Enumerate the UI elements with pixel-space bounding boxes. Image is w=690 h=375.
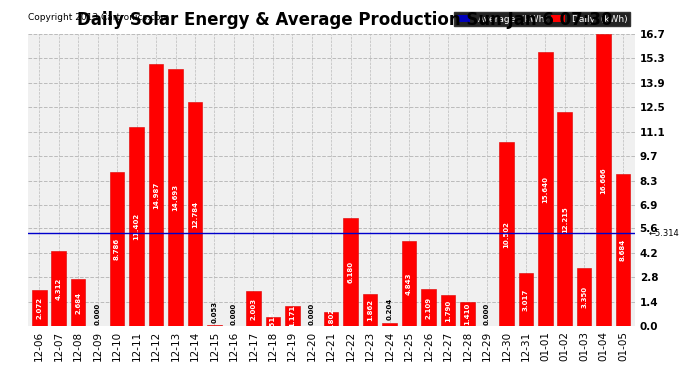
Bar [518,273,533,326]
Text: Daily Solar Energy & Average Production Sun Jan 6 07:30: Daily Solar Energy & Average Production … [77,11,613,29]
Text: 2.072: 2.072 [37,297,42,319]
Text: 12.784: 12.784 [192,201,198,228]
Text: 12.215: 12.215 [562,206,568,232]
Text: 1.790: 1.790 [445,300,451,322]
Text: 0.053: 0.053 [211,301,217,323]
Text: 0.802: 0.802 [328,308,334,330]
Text: 14.693: 14.693 [172,184,179,211]
Bar [363,294,377,326]
Text: 15.640: 15.640 [542,176,549,203]
Bar [71,279,86,326]
Bar [499,142,513,326]
Text: 10.502: 10.502 [503,221,509,248]
Bar [460,302,475,326]
Text: 1.171: 1.171 [289,305,295,327]
Bar [421,289,436,326]
Text: 0.204: 0.204 [386,298,393,320]
Text: 14.987: 14.987 [153,182,159,209]
Text: 2.003: 2.003 [250,298,257,320]
Bar [32,290,46,326]
Bar [168,69,183,326]
Bar [188,102,202,326]
Text: ←5.314: ←5.314 [649,229,679,238]
Bar [538,53,553,326]
Text: 3.350: 3.350 [581,286,587,308]
Text: 0.515: 0.515 [270,311,276,333]
Text: 3.017: 3.017 [523,289,529,311]
Text: 11.402: 11.402 [134,213,139,240]
Bar [129,126,144,326]
Bar [110,172,124,326]
Text: 2.684: 2.684 [75,292,81,314]
Bar [382,322,397,326]
Bar [285,306,299,326]
Bar [324,312,339,326]
Bar [149,64,164,326]
Text: 4.312: 4.312 [56,278,61,300]
Bar [246,291,261,326]
Bar [558,112,572,326]
Text: Copyright 2013 Cartronics.com: Copyright 2013 Cartronics.com [28,13,169,22]
Bar [615,174,631,326]
Text: 8.786: 8.786 [114,238,120,260]
Bar [577,268,591,326]
Bar [596,34,611,326]
Legend: Average  (kWh), Daily  (kWh): Average (kWh), Daily (kWh) [454,12,630,26]
Bar [344,218,358,326]
Text: 0.000: 0.000 [308,303,315,326]
Text: 2.109: 2.109 [426,297,431,319]
Bar [266,317,280,326]
Text: 6.180: 6.180 [348,261,354,283]
Text: 8.684: 8.684 [620,239,626,261]
Text: 16.666: 16.666 [601,167,607,194]
Text: 1.862: 1.862 [367,299,373,321]
Bar [441,295,455,326]
Text: 4.843: 4.843 [406,273,412,295]
Bar [402,242,416,326]
Text: 0.000: 0.000 [95,303,101,326]
Text: 0.000: 0.000 [231,303,237,326]
Text: 1.410: 1.410 [464,303,471,325]
Bar [52,251,66,326]
Text: 0.000: 0.000 [484,303,490,326]
